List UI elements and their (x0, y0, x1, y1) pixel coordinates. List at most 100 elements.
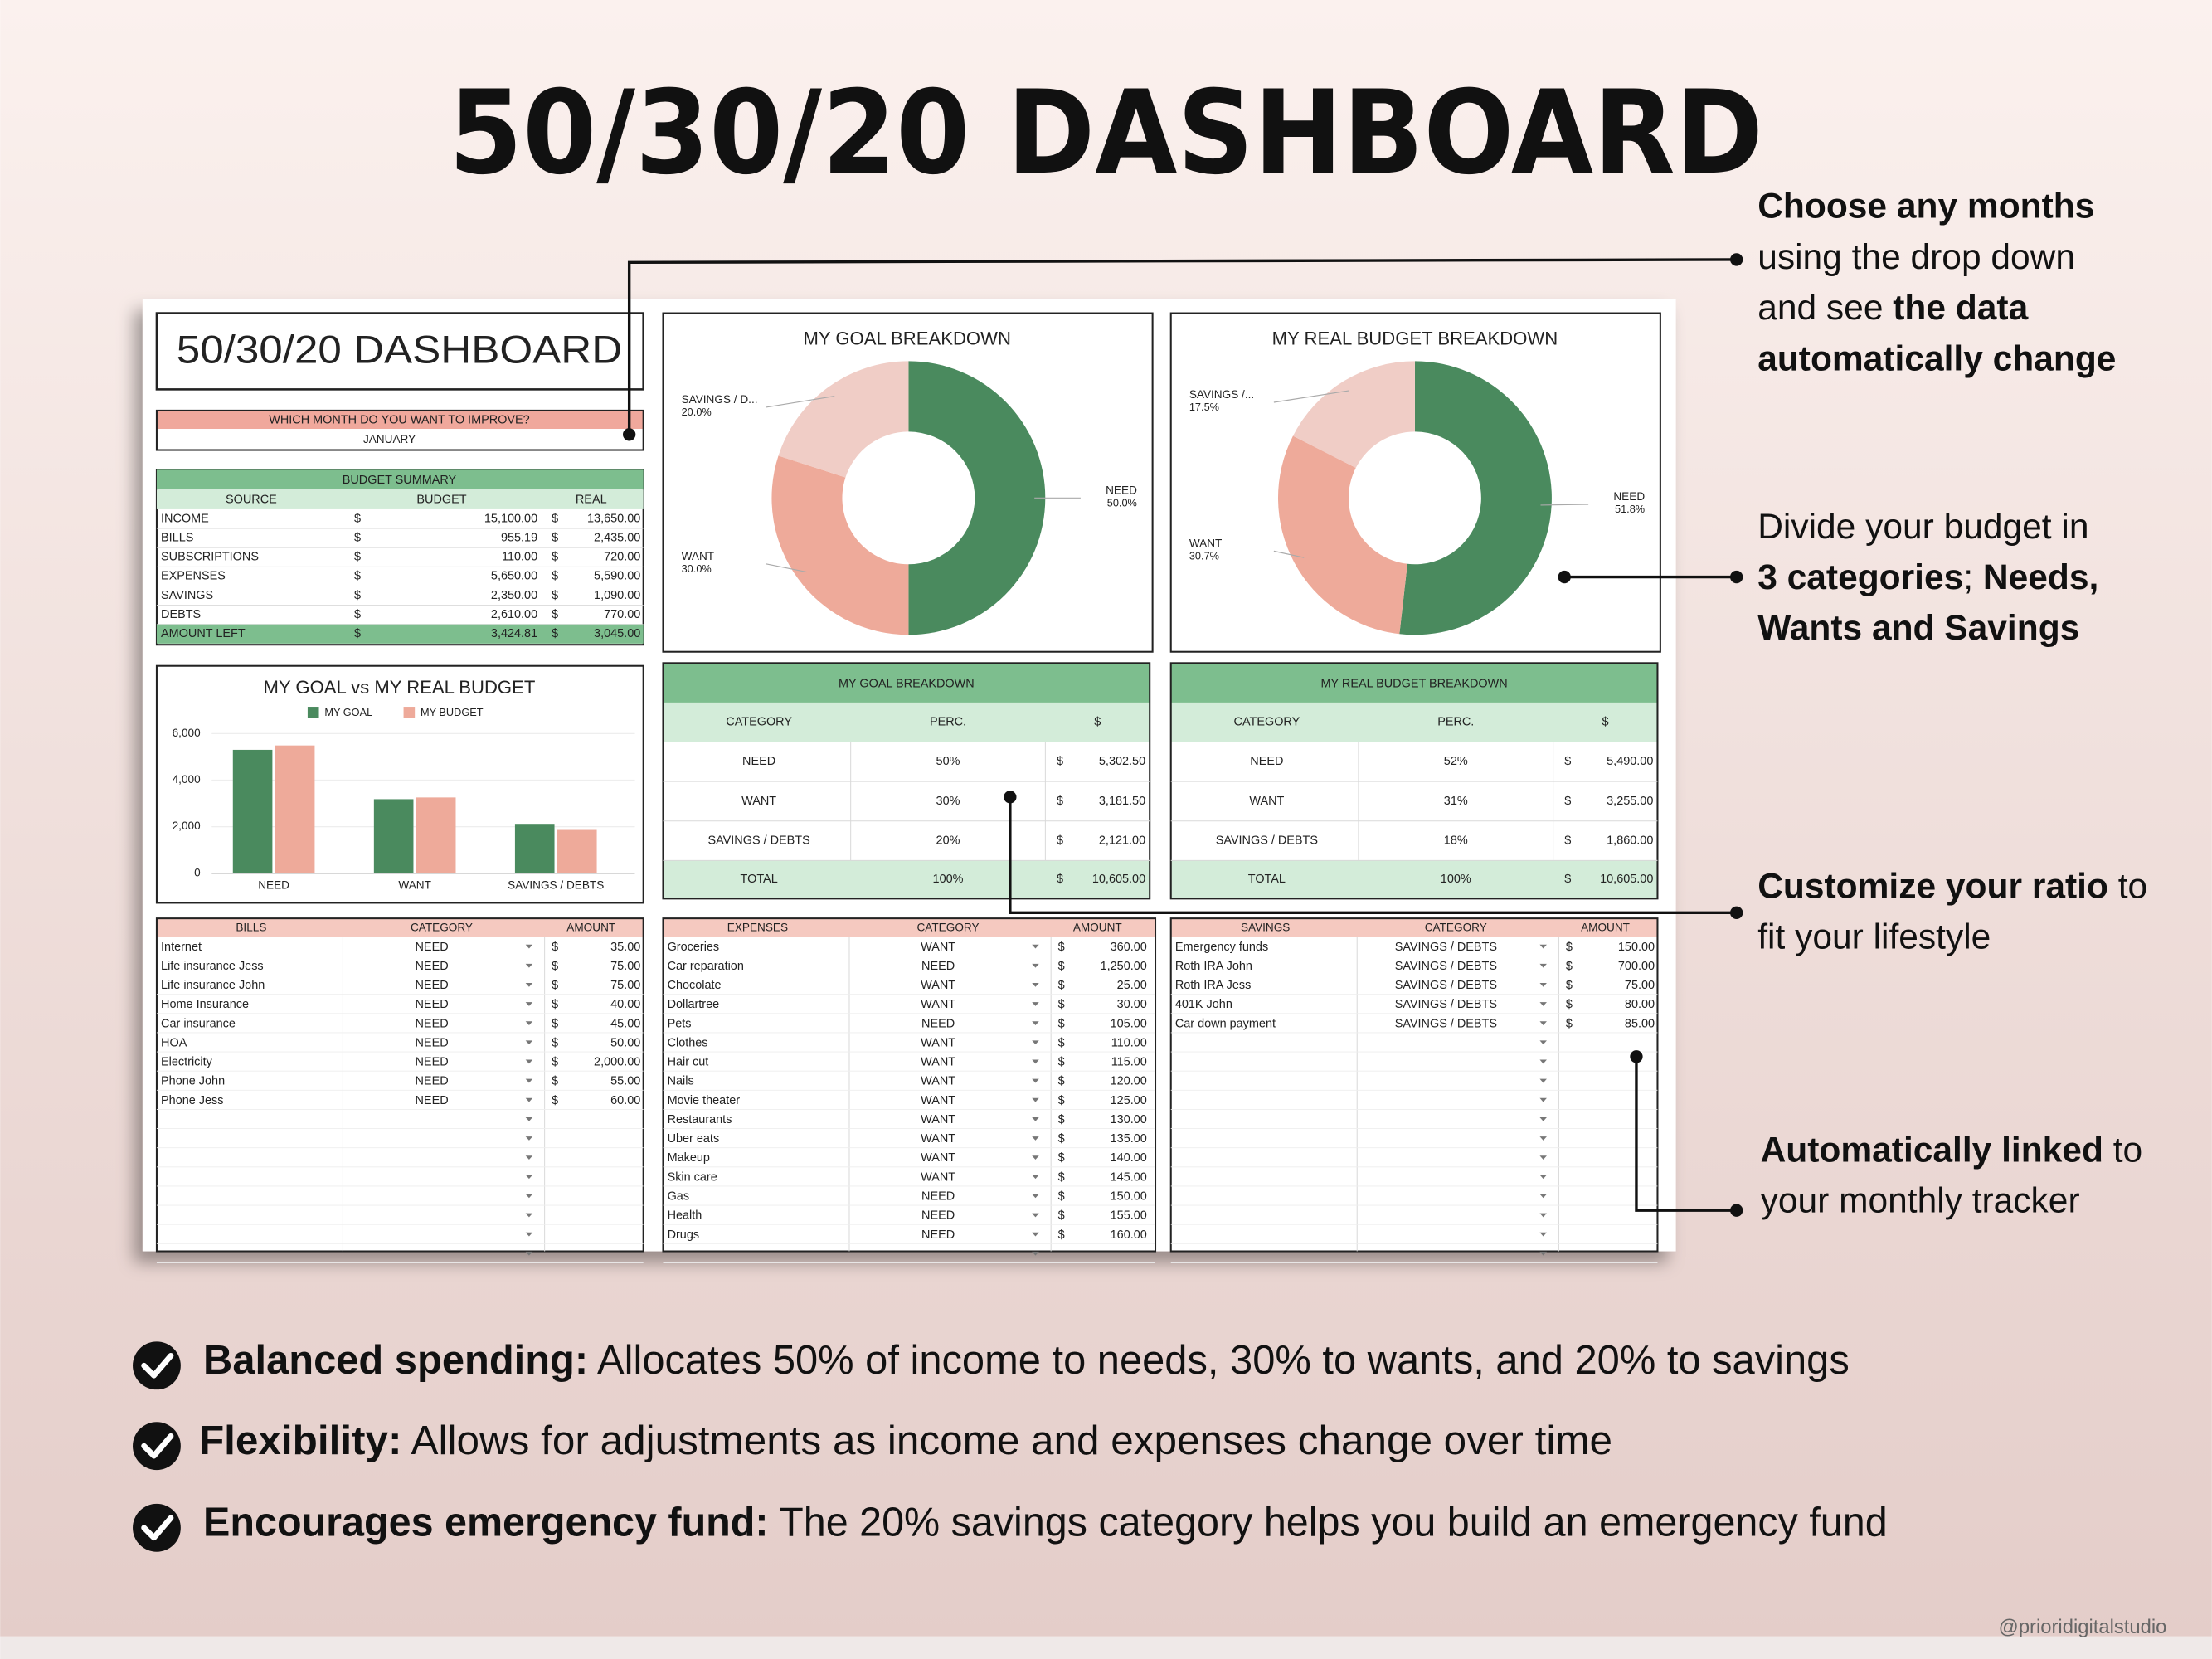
dropdown-arrow[interactable] (525, 1213, 533, 1218)
dropdown-arrow[interactable] (1032, 1021, 1039, 1026)
list-item: Clothes (668, 1036, 708, 1049)
dropdown-arrow[interactable] (1539, 963, 1547, 968)
dropdown-arrow[interactable] (1539, 1021, 1547, 1026)
currency: $ (552, 589, 558, 602)
breakdown-header-bg (1170, 702, 1658, 742)
callout-segment: to (2103, 1131, 2142, 1170)
dropdown-arrow[interactable] (525, 1194, 533, 1199)
dropdown-arrow[interactable] (525, 1155, 533, 1160)
currency: $ (552, 1056, 558, 1069)
breakdown-total-bg (1170, 860, 1658, 899)
dropdown-arrow[interactable] (525, 1078, 533, 1083)
dropdown-arrow[interactable] (1539, 1194, 1547, 1199)
dropdown-arrow[interactable] (1032, 983, 1039, 987)
dropdown-arrow[interactable] (1539, 1078, 1547, 1083)
dropdown-arrow[interactable] (1032, 1002, 1039, 1006)
dropdown-arrow[interactable] (1032, 1078, 1039, 1083)
donut-title: MY GOAL BREAKDOWN (803, 328, 1010, 349)
breakdown-total-bg (663, 860, 1150, 899)
dropdown-arrow[interactable] (1032, 1194, 1039, 1199)
currency: $ (354, 512, 361, 525)
dropdown-arrow[interactable] (1032, 963, 1039, 968)
month-dropdown[interactable]: JANUARY (363, 433, 416, 445)
feature-text: Flexibility: Allows for adjustments as i… (199, 1418, 1612, 1463)
dropdown-arrow[interactable] (1539, 1155, 1547, 1160)
dropdown-arrow[interactable] (525, 1002, 533, 1006)
check-mark (141, 1433, 174, 1459)
dropdown-arrow[interactable] (525, 944, 533, 949)
dropdown-arrow[interactable] (525, 1021, 533, 1026)
legend-label: MY GOAL (324, 706, 372, 718)
dropdown-arrow[interactable] (525, 1175, 533, 1180)
dropdown-arrow[interactable] (1539, 1040, 1547, 1045)
dropdown-arrow[interactable] (1032, 1136, 1039, 1141)
dropdown-arrow[interactable] (1032, 1097, 1039, 1102)
dropdown-arrow[interactable] (1539, 1002, 1547, 1006)
list-amount: 360.00 (1111, 941, 1147, 954)
dropdown-arrow[interactable] (1032, 944, 1039, 949)
dropdown-arrow[interactable] (1539, 1059, 1547, 1064)
dropdown-arrow[interactable] (1032, 1175, 1039, 1180)
summary-real: 1,090.00 (594, 589, 640, 602)
dropdown-arrow[interactable] (1032, 1213, 1039, 1218)
breakdown-percent: 31% (1444, 795, 1468, 808)
dropdown-arrow[interactable] (525, 1059, 533, 1064)
dropdown-arrow[interactable] (525, 1040, 533, 1045)
dropdown-arrow[interactable] (1539, 944, 1547, 949)
list-category: WANT (921, 1094, 955, 1107)
slice-value: 30.0% (682, 562, 712, 575)
currency: $ (1566, 979, 1573, 992)
donut-slice (1292, 361, 1415, 469)
list-category: WANT (921, 941, 955, 954)
dropdown-arrow[interactable] (525, 1136, 533, 1141)
list-amount: 150.00 (1618, 941, 1655, 954)
currency: $ (1564, 873, 1571, 886)
list-header-bg (663, 918, 1156, 937)
dropdown-arrow[interactable] (525, 1232, 533, 1237)
list-item: Nails (668, 1075, 694, 1088)
donut-slice (1277, 435, 1407, 635)
dropdown-arrow[interactable] (1032, 1232, 1039, 1237)
currency: $ (552, 627, 558, 640)
dropdown-arrow[interactable] (1539, 1232, 1547, 1237)
list-amount: 115.00 (1111, 1056, 1147, 1069)
callout-line: Choose any months (1757, 187, 2094, 226)
currency: $ (1566, 998, 1573, 1011)
dropdown-arrow[interactable] (525, 1251, 533, 1256)
dropdown-arrow[interactable] (1539, 1175, 1547, 1180)
dropdown-arrow[interactable] (1032, 1059, 1039, 1064)
dropdown-arrow[interactable] (1032, 1251, 1039, 1256)
dropdown-arrow[interactable] (525, 963, 533, 968)
list-header-bg (1170, 918, 1658, 937)
breakdown-amount: 5,302.50 (1099, 755, 1145, 768)
dropdown-arrow[interactable] (1032, 1117, 1039, 1121)
dropdown-arrow[interactable] (1032, 1155, 1039, 1160)
dropdown-arrow[interactable] (1539, 983, 1547, 987)
summary-real: 3,045.00 (594, 627, 640, 640)
dropdown-arrow[interactable] (1539, 1097, 1547, 1102)
list-header: AMOUNT (1073, 922, 1122, 934)
dropdown-arrow[interactable] (1539, 1117, 1547, 1121)
breakdown-title-bg (1170, 663, 1658, 703)
callout-line: 3 categories; Needs, (1757, 558, 2098, 597)
dropdown-arrow[interactable] (1539, 1251, 1547, 1256)
y-tick-label: 2,000 (173, 820, 201, 832)
dropdown-arrow[interactable] (1539, 1213, 1547, 1218)
dropdown-arrow[interactable] (1032, 1040, 1039, 1045)
callout-line: using the drop down (1757, 238, 2075, 277)
footer-strip (0, 1636, 2212, 1659)
donut-slice (771, 455, 909, 635)
legend-swatch (307, 707, 319, 718)
dropdown-arrow[interactable] (1539, 1136, 1547, 1141)
breakdown-percent: 100% (1441, 873, 1471, 886)
currency: $ (552, 1094, 558, 1107)
dropdown-arrow[interactable] (525, 1097, 533, 1102)
dropdown-arrow[interactable] (525, 983, 533, 987)
breakdown-percent: 20% (936, 834, 960, 847)
dropdown-arrow[interactable] (525, 1117, 533, 1121)
currency: $ (552, 1036, 558, 1049)
list-category: SAVINGS / DEBTS (1395, 1017, 1497, 1030)
callout-line: automatically change (1757, 340, 2116, 379)
sheet-title: 50/30/20 DASHBOARD (177, 328, 622, 372)
